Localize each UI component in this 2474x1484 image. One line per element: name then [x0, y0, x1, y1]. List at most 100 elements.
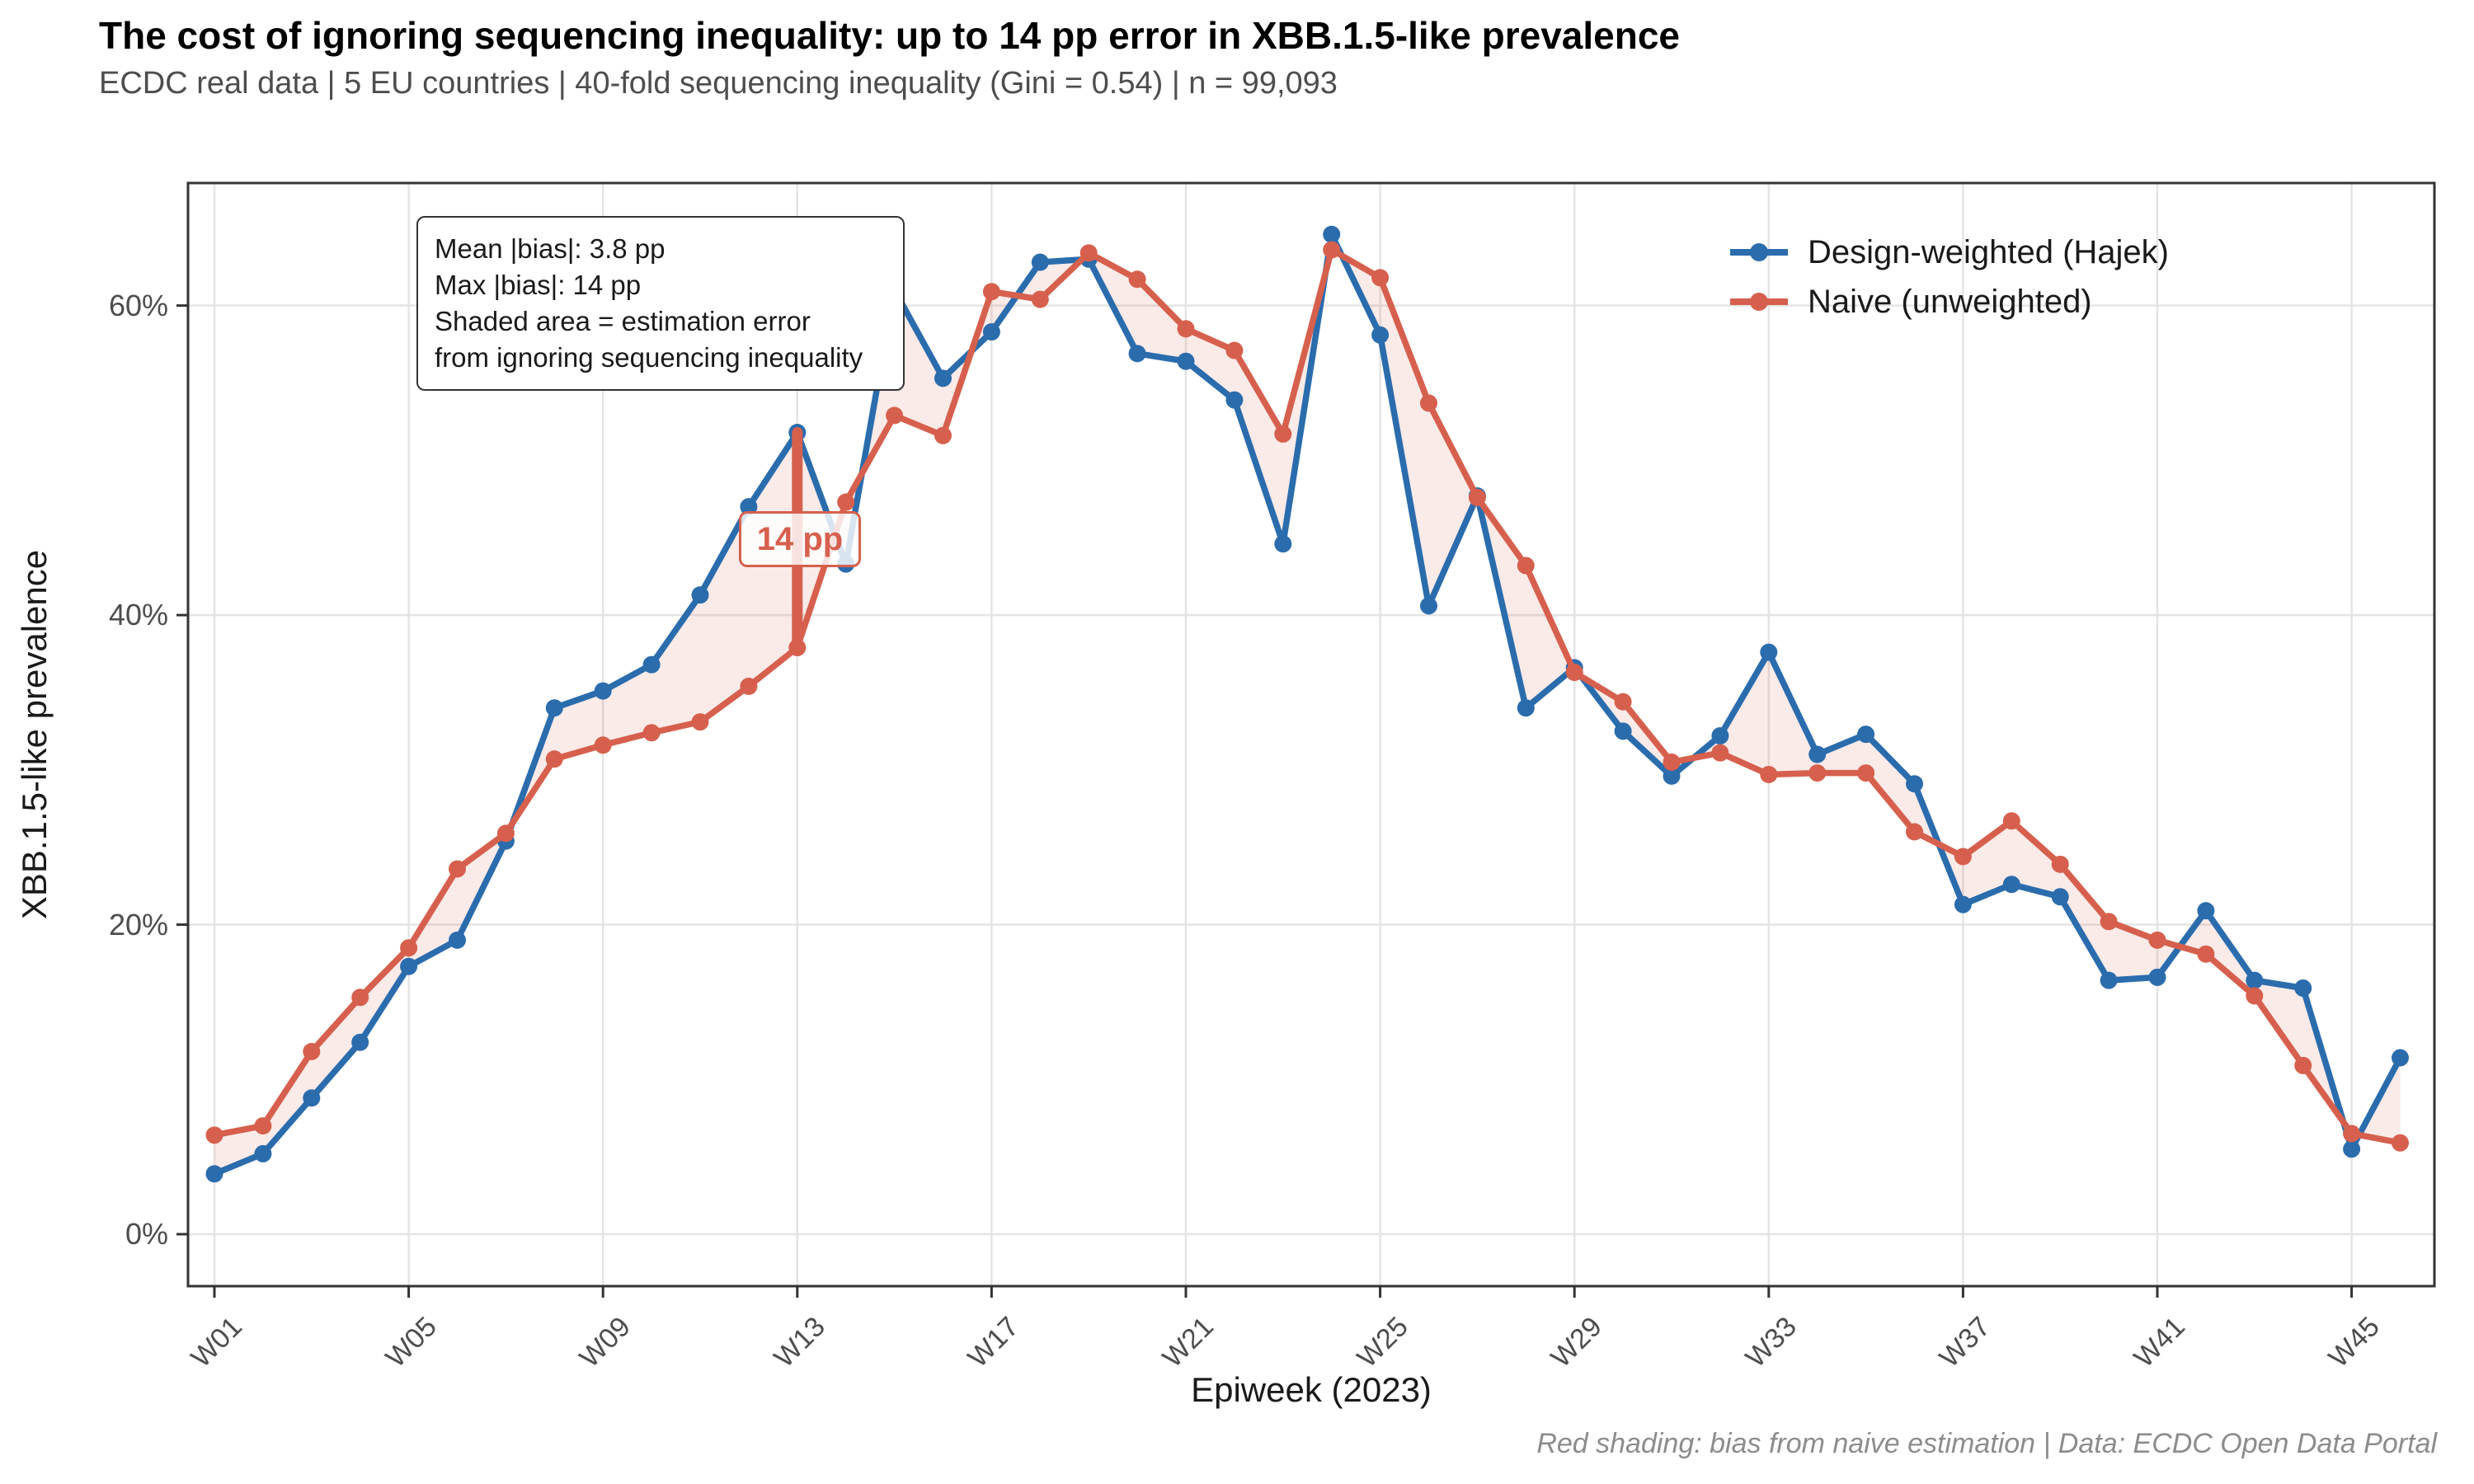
data-point-hajek — [1031, 253, 1049, 271]
data-point-naive — [1663, 753, 1681, 771]
data-point-naive — [982, 283, 1000, 301]
data-point-hajek — [1371, 326, 1390, 344]
data-point-naive — [303, 1042, 321, 1060]
chart-title: The cost of ignoring sequencing inequali… — [99, 14, 1681, 57]
bias-callout-label: 14 pp — [739, 511, 861, 567]
data-point-naive — [1031, 290, 1049, 308]
data-point-naive — [642, 724, 661, 742]
data-point-naive — [1954, 848, 1972, 866]
data-point-naive — [1128, 270, 1146, 289]
data-point-hajek — [205, 1165, 223, 1183]
data-point-naive — [2392, 1134, 2409, 1152]
legend-label: Design-weighted (Hajek) — [1808, 233, 2169, 270]
data-point-hajek — [934, 369, 952, 387]
data-point-hajek — [2246, 971, 2264, 989]
data-point-hajek — [691, 586, 709, 604]
data-point-hajek — [449, 931, 466, 949]
data-point-hajek — [1857, 726, 1875, 744]
data-point-naive — [2343, 1125, 2361, 1143]
data-point-naive — [449, 860, 466, 878]
data-point-hajek — [1663, 767, 1681, 785]
y-tick-label: 0% — [125, 1217, 168, 1251]
chart-subtitle: ECDC real data | 5 EU countries | 40-fol… — [99, 66, 1338, 101]
data-point-naive — [934, 426, 952, 444]
data-point-hajek — [1954, 895, 1972, 913]
x-axis-title: Epiweek (2023) — [1191, 1370, 1432, 1409]
data-point-naive — [2294, 1056, 2312, 1074]
data-point-naive — [1517, 556, 1535, 575]
data-point-hajek — [594, 682, 612, 700]
y-tick-label: 60% — [108, 288, 168, 322]
data-point-hajek — [1760, 643, 1778, 661]
data-point-hajek — [2100, 971, 2118, 989]
data-point-hajek — [1128, 345, 1146, 363]
data-point-hajek — [2002, 876, 2020, 894]
data-point-hajek — [642, 655, 661, 674]
data-point-naive — [2148, 931, 2166, 949]
data-point-naive — [1857, 764, 1875, 782]
data-point-naive — [1614, 693, 1632, 711]
data-point-hajek — [303, 1089, 321, 1107]
data-point-naive — [2100, 913, 2118, 931]
data-point-hajek — [400, 957, 418, 975]
data-point-naive — [886, 406, 904, 425]
data-point-naive — [1274, 425, 1292, 443]
legend-key-icon — [1730, 243, 1788, 261]
data-point-hajek — [1323, 225, 1341, 243]
legend-item: Design-weighted (Hajek) — [1729, 228, 2169, 277]
data-point-naive — [2197, 945, 2215, 963]
legend-item: Naive (unweighted) — [1729, 277, 2169, 326]
data-point-hajek — [2294, 979, 2312, 998]
data-point-hajek — [1274, 535, 1292, 553]
data-point-naive — [1565, 664, 1583, 682]
data-point-hajek — [2051, 888, 2069, 906]
data-point-naive — [351, 989, 369, 1007]
data-point-hajek — [1906, 775, 1923, 793]
data-point-naive — [1079, 244, 1098, 262]
data-point-naive — [2051, 855, 2069, 873]
y-axis-title: XBB.1.5-like prevalence — [15, 549, 54, 920]
data-point-hajek — [351, 1033, 369, 1051]
y-tick-label: 40% — [108, 598, 168, 632]
annotation-line: Max |bias|: 14 pp — [435, 270, 642, 300]
bias-ribbon — [214, 234, 2401, 1174]
data-point-hajek — [254, 1144, 272, 1162]
data-point-naive — [1371, 269, 1390, 287]
data-point-hajek — [2197, 902, 2215, 920]
data-point-naive — [496, 824, 515, 843]
data-point-naive — [1808, 764, 1827, 782]
annotation-line: from ignoring sequencing inequality — [435, 342, 863, 373]
series-line-naive — [214, 247, 2401, 1146]
data-point-hajek — [545, 699, 563, 717]
data-point-naive — [691, 713, 709, 731]
data-point-naive — [740, 677, 758, 695]
data-point-naive — [545, 750, 563, 768]
data-point-hajek — [1177, 352, 1195, 370]
data-point-hajek — [2392, 1049, 2409, 1067]
data-point-hajek — [1808, 745, 1827, 763]
data-point-naive — [254, 1117, 272, 1135]
series-line-hajek — [213, 231, 2403, 1177]
data-point-hajek — [1711, 727, 1729, 745]
bias-summary-annotation: Mean |bias|: 3.8 pp Max |bias|: 14 pp Shad… — [416, 216, 905, 391]
data-point-naive — [2002, 812, 2020, 830]
annotation-line: Mean |bias|: 3.8 pp — [435, 233, 666, 264]
y-tick-label: 20% — [108, 907, 168, 942]
data-point-naive — [400, 939, 418, 957]
data-point-hajek — [1420, 597, 1437, 615]
legend-label: Naive (unweighted) — [1808, 283, 2092, 320]
data-point-naive — [2246, 987, 2264, 1005]
data-point-hajek — [2343, 1140, 2361, 1158]
data-point-hajek — [2148, 968, 2166, 986]
annotation-line: Shaded area = estimation error — [435, 306, 811, 336]
data-point-naive — [1225, 341, 1244, 359]
data-point-naive — [1177, 320, 1195, 338]
chart-caption: Red shading: bias from naive estimation … — [1536, 1428, 2437, 1459]
legend-key-icon — [1730, 293, 1788, 311]
data-point-naive — [1420, 394, 1437, 412]
data-point-hajek — [1225, 391, 1244, 409]
data-point-naive — [205, 1126, 223, 1144]
data-point-naive — [837, 493, 855, 511]
